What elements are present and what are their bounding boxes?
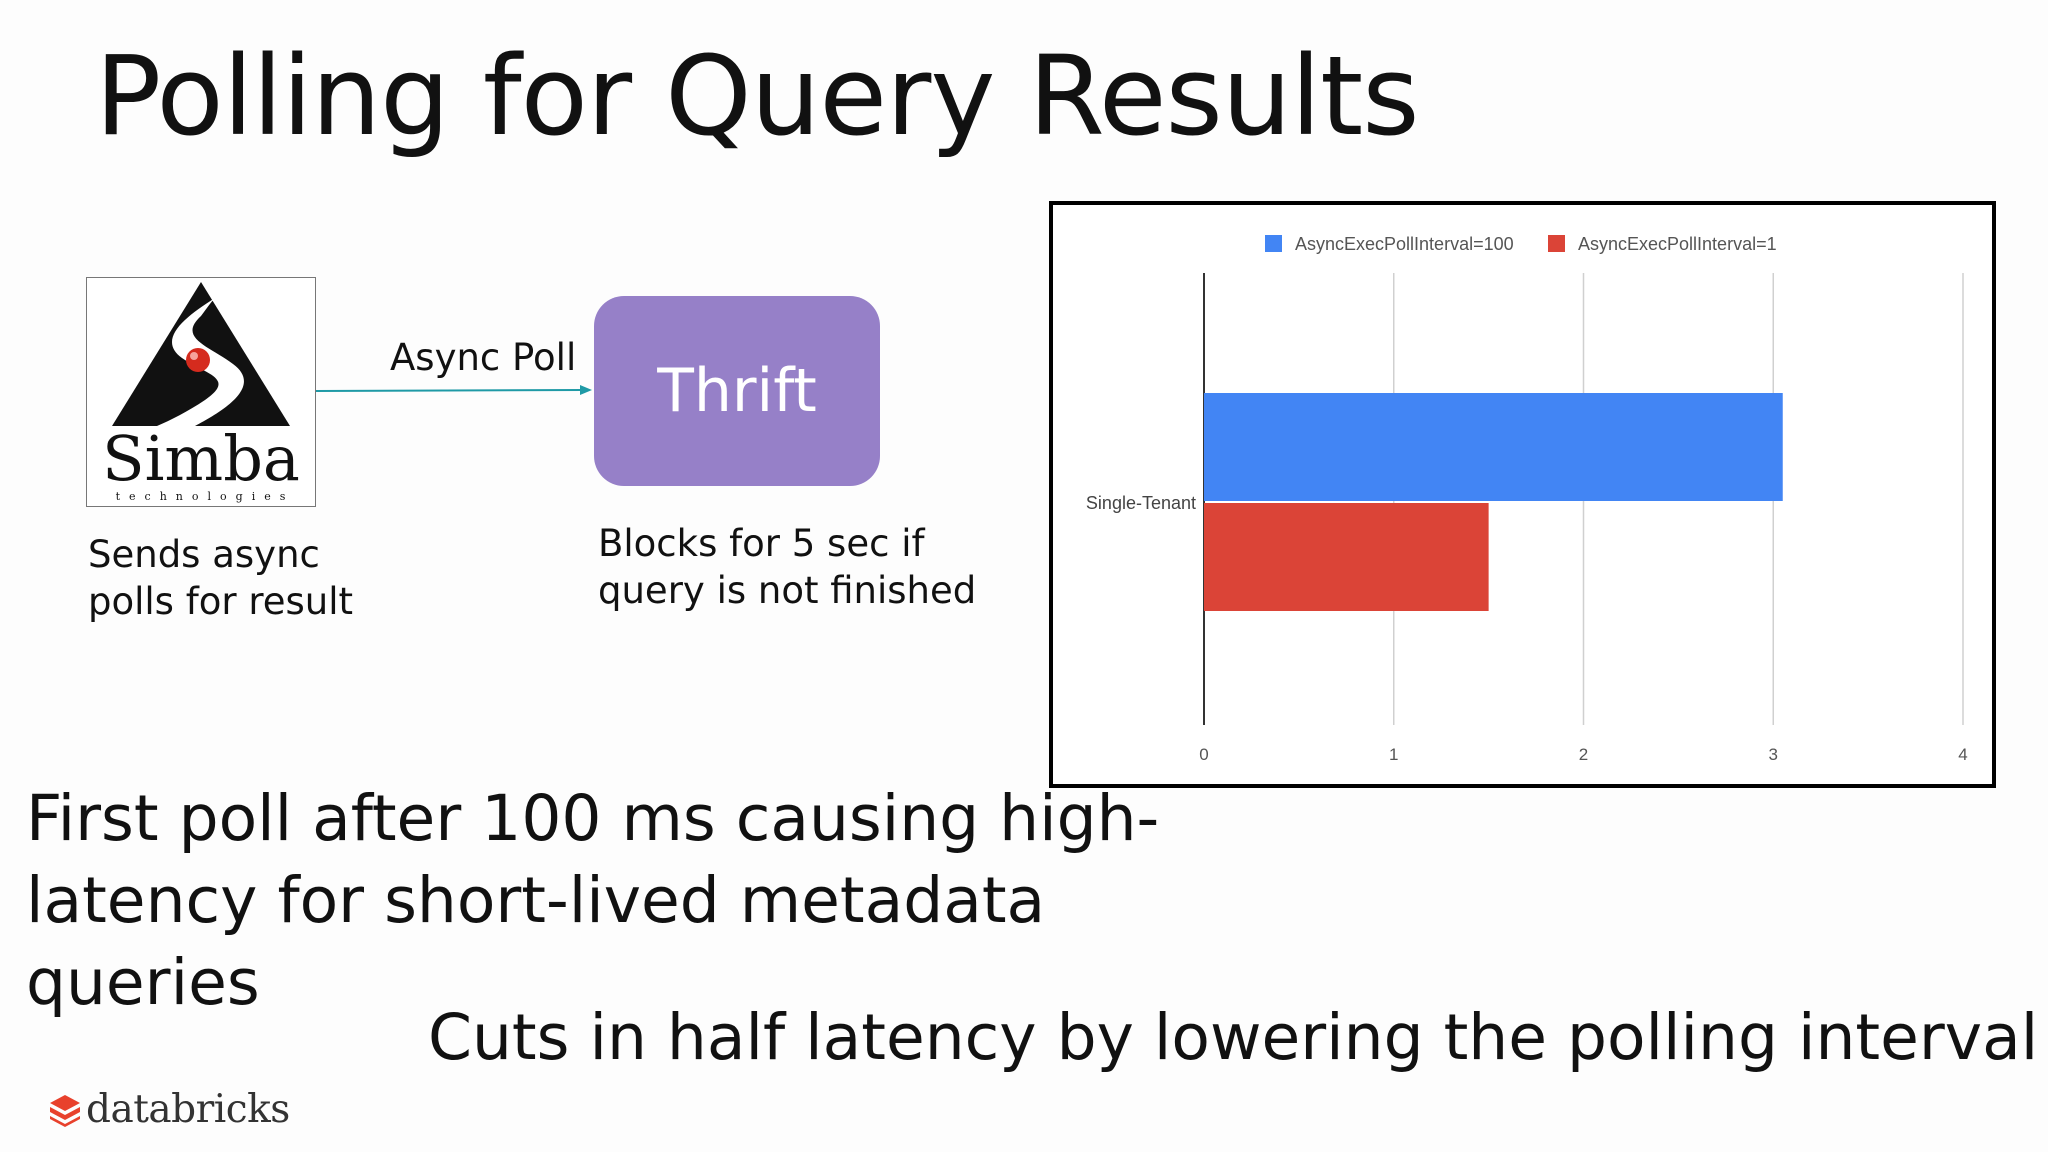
category-label: Single-Tenant — [1086, 493, 1196, 513]
legend-swatch — [1548, 235, 1565, 252]
legend-swatch — [1265, 235, 1282, 252]
slide-title: Polling for Query Results — [95, 32, 1420, 160]
databricks-logo-icon — [50, 1094, 80, 1127]
arrow-label: Async Poll — [390, 336, 577, 379]
simba-caption: Sends async polls for result — [88, 533, 354, 623]
databricks-wordmark: databricks — [86, 1087, 290, 1132]
legend-label: AsyncExecPollInterval=1 — [1578, 234, 1777, 254]
latency-chart: 0 1 2 3 4 AsyncExecPollInterval=100 AsyncExecP… — [1049, 201, 1996, 788]
simba-triangle-logo-icon — [112, 282, 290, 426]
async-poll-arrow-icon — [316, 385, 592, 395]
main-point: First poll after 100 ms causing high-lat… — [26, 782, 1160, 1019]
thrift-caption: Blocks for 5 sec if query is not finishe… — [598, 522, 977, 612]
bar-chart: 0 1 2 3 4 AsyncExecPollInterval=100 AsyncExecP… — [1086, 234, 1968, 764]
bar — [1204, 393, 1783, 501]
x-tick-label: 1 — [1389, 745, 1398, 764]
databricks-brand: databricks — [48, 1087, 290, 1132]
thrift-box: Thrift — [594, 296, 880, 486]
x-tick-label: 2 — [1579, 745, 1588, 764]
summary-text: Cuts in half latency by lowering the pol… — [428, 1001, 2039, 1074]
x-tick-label: 0 — [1199, 745, 1208, 764]
thrift-label: Thrift — [657, 356, 817, 426]
x-tick-label: 3 — [1769, 745, 1778, 764]
simba-wordmark: Simba — [102, 422, 300, 495]
simba-tagline: technologies — [115, 490, 295, 503]
x-tick-label: 4 — [1958, 745, 1967, 764]
legend-label: AsyncExecPollInterval=100 — [1295, 234, 1514, 254]
bar — [1204, 503, 1489, 611]
simba-logo: Simba technologies — [86, 277, 316, 507]
